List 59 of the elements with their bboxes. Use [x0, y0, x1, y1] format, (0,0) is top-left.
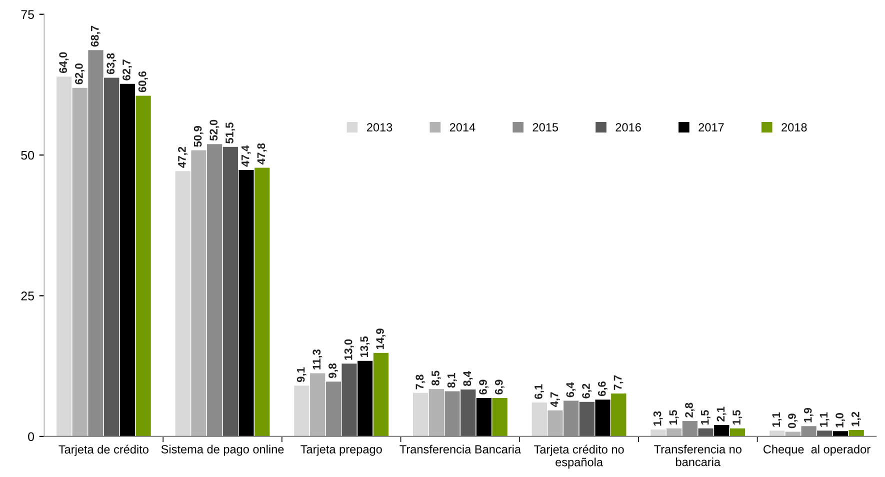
x-tick-label: Transferencia no bancaria — [654, 444, 742, 466]
data-label: 68,7 — [90, 26, 100, 47]
data-label: 8,4 — [463, 371, 473, 386]
data-label: 6,4 — [566, 382, 576, 398]
data-label: 8,1 — [447, 372, 457, 388]
x-tick-label: Transferencia Bancaria — [400, 444, 522, 454]
data-label: 1,0 — [836, 413, 846, 428]
data-label: 7,8 — [416, 374, 426, 390]
data-label: 51,5 — [226, 122, 236, 144]
data-label: 0,9 — [788, 414, 798, 428]
data-label: 6,6 — [598, 381, 608, 396]
legend-label: 2014 — [450, 123, 476, 132]
data-label: 13,0 — [344, 339, 354, 360]
data-label: 2,8 — [685, 402, 695, 418]
data-label: 2,1 — [716, 406, 726, 422]
legend-label: 2015 — [532, 123, 558, 132]
y-tick-label: 50 — [21, 150, 34, 160]
data-label: 6,9 — [494, 380, 504, 394]
data-label: 1,1 — [772, 412, 782, 427]
y-tick-label: 75 — [21, 10, 34, 19]
legend-label: 2017 — [698, 123, 724, 132]
x-tick-label: Tarjeta de crédito — [58, 444, 148, 456]
x-tick-label: Sistema de pago online — [161, 444, 284, 456]
data-label: 1,3 — [653, 411, 663, 426]
data-label: 1,1 — [820, 412, 830, 427]
y-tick-label: 25 — [21, 292, 34, 300]
data-label: 1,5 — [669, 410, 679, 425]
legend-label: 2018 — [782, 123, 807, 132]
data-label: 50,9 — [194, 126, 204, 147]
data-label: 6,1 — [534, 384, 544, 399]
data-label: 62,7 — [122, 60, 132, 80]
data-label: 1,5 — [732, 410, 742, 425]
data-label: 60,6 — [138, 71, 148, 92]
data-label: 52,0 — [210, 120, 220, 141]
data-label: 8,5 — [432, 370, 442, 386]
data-label: 1,9 — [804, 408, 814, 422]
data-label: 6,9 — [479, 380, 489, 394]
data-label: 9,1 — [296, 367, 306, 382]
data-label: 64,0 — [59, 52, 69, 74]
data-label: 1,5 — [701, 410, 710, 425]
data-label: 4,7 — [550, 392, 560, 408]
y-tick-label: 0 — [28, 432, 34, 442]
data-label: 11,3 — [312, 349, 322, 370]
data-label: 6,2 — [582, 384, 592, 398]
data-label: 47,4 — [242, 145, 251, 167]
x-tick-label: Tarjeta crédito no española — [534, 444, 624, 469]
data-label: 9,8 — [328, 363, 338, 378]
data-label: 1,2 — [851, 412, 861, 426]
x-tick-label: Tarjeta prepago — [300, 444, 382, 456]
data-label: 63,8 — [106, 53, 116, 74]
x-tick-label: Cheque al operador — [764, 444, 870, 456]
data-label: 47,2 — [178, 146, 188, 168]
data-label: 62,0 — [75, 64, 84, 84]
data-label: 47,8 — [257, 143, 267, 164]
legend-label: 2016 — [616, 123, 641, 132]
data-label: 13,5 — [360, 336, 370, 357]
legend-label: 2013 — [366, 123, 392, 132]
data-label: 7,7 — [614, 375, 624, 390]
data-label: 14,9 — [376, 328, 386, 350]
